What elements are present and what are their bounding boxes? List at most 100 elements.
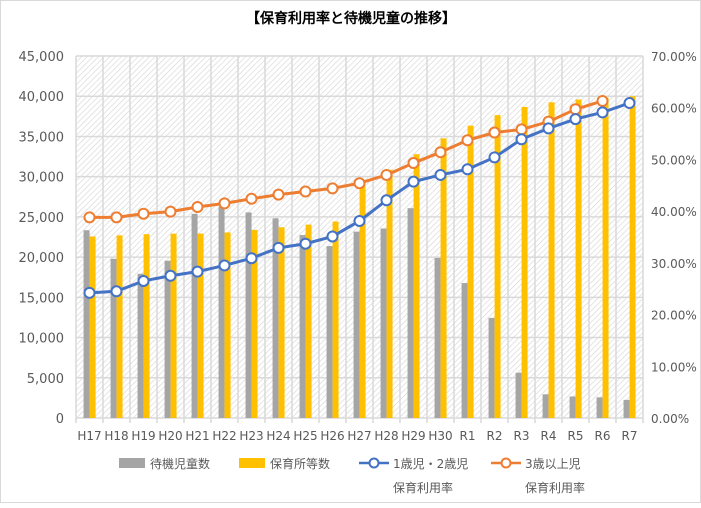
point-age12 <box>623 97 636 110</box>
left-tick-label: 25,000 <box>19 211 65 226</box>
x-tick-label: R7 <box>622 429 638 443</box>
bar-waiting <box>407 208 414 418</box>
bar-waiting <box>461 283 468 418</box>
left-tick-label: 5,000 <box>27 372 64 387</box>
bar-facilities <box>575 99 582 418</box>
point-age12 <box>272 241 285 254</box>
bar-facilities <box>386 169 393 418</box>
x-tick-label: H18 <box>104 429 128 443</box>
point-age12 <box>326 230 339 243</box>
x-tick-label: R1 <box>460 429 476 443</box>
bar-facilities <box>629 96 636 418</box>
point-age3plus <box>569 103 582 116</box>
point-age3plus <box>380 168 393 181</box>
bar-waiting <box>569 396 576 418</box>
x-tick-label: R4 <box>541 429 557 443</box>
point-age12 <box>83 286 96 299</box>
bar-facilities <box>602 97 609 418</box>
bar-waiting <box>110 258 117 418</box>
bar-facilities <box>305 224 312 418</box>
x-tick-label: R2 <box>487 429 503 443</box>
bar-waiting <box>326 246 333 418</box>
bar-facilities <box>548 102 555 418</box>
bar-facilities <box>359 186 366 418</box>
bar-facilities <box>521 106 528 418</box>
right-tick-label: 50.00% <box>651 153 697 167</box>
right-tick-label: 0.00% <box>651 412 689 426</box>
x-tick-label: H21 <box>185 429 209 443</box>
x-tick-label: H24 <box>266 429 290 443</box>
bar-waiting <box>434 257 441 418</box>
x-tick-label: H27 <box>347 429 371 443</box>
point-age3plus <box>353 177 366 190</box>
bar-facilities <box>332 221 339 418</box>
bar-waiting <box>218 206 225 418</box>
point-age3plus <box>110 211 123 224</box>
point-age3plus <box>515 123 528 136</box>
point-age12 <box>218 259 231 272</box>
point-age3plus <box>272 188 285 201</box>
bar-facilities <box>440 138 447 418</box>
point-age12 <box>110 285 123 298</box>
legend-swatch-waiting <box>119 458 145 468</box>
x-tick-label: H23 <box>239 429 263 443</box>
legend-label-age12-line2: 保育利用率 <box>393 480 453 495</box>
bar-waiting <box>380 228 387 418</box>
x-tick-label: R5 <box>568 429 584 443</box>
point-age3plus <box>83 211 96 224</box>
point-age3plus <box>461 134 474 147</box>
bar-facilities <box>494 115 501 418</box>
point-age12 <box>137 274 150 287</box>
bar-waiting <box>623 399 630 418</box>
point-age12 <box>299 237 312 250</box>
right-tick-label: 20.00% <box>651 309 697 323</box>
point-age12 <box>164 269 177 282</box>
point-age3plus <box>407 157 420 170</box>
point-age12 <box>434 168 447 181</box>
legend-label-facilities: 保育所等数 <box>270 456 330 471</box>
bar-facilities <box>197 233 204 418</box>
bar-waiting <box>83 230 90 418</box>
legend-label-age3plus-line2: 保育利用率 <box>525 480 585 495</box>
point-age3plus <box>326 182 339 195</box>
bar-facilities <box>89 236 96 418</box>
point-age3plus <box>191 201 204 214</box>
bar-waiting <box>272 218 279 418</box>
point-age12 <box>245 252 258 265</box>
point-age12 <box>488 151 501 164</box>
point-age12 <box>542 122 555 135</box>
legend-label-waiting: 待機児童数 <box>150 456 210 471</box>
x-tick-label: H29 <box>401 429 425 443</box>
left-tick-label: 45,000 <box>19 50 65 65</box>
legend-swatch-facilities <box>239 458 265 468</box>
bar-waiting <box>488 317 495 418</box>
right-tick-label: 70.00% <box>651 50 697 64</box>
right-tick-label: 10.00% <box>651 360 697 374</box>
point-age3plus <box>137 207 150 220</box>
x-tick-label: R6 <box>595 429 611 443</box>
point-age3plus <box>218 197 231 210</box>
x-tick-label: H17 <box>77 429 101 443</box>
legend: 待機児童数 保育所等数 1歳児・2歳児 保育利用率 3歳以上児 保育利用率 <box>119 456 585 495</box>
point-age3plus <box>488 126 501 139</box>
point-age12 <box>596 106 609 119</box>
x-tick-label: H22 <box>212 429 236 443</box>
right-tick-label: 30.00% <box>651 257 697 271</box>
point-age12 <box>407 175 420 188</box>
point-age3plus <box>299 185 312 198</box>
left-tick-label: 40,000 <box>19 90 65 105</box>
point-age12 <box>461 163 474 176</box>
bar-facilities <box>413 154 420 418</box>
legend-marker-age3plus <box>500 457 512 469</box>
bar-waiting <box>299 235 306 418</box>
bar-facilities <box>170 233 177 418</box>
legend-label-age12: 1歳児・2歳児 <box>393 457 468 471</box>
bar-waiting <box>515 372 522 418</box>
left-tick-label: 0 <box>56 412 64 427</box>
bar-waiting <box>137 273 144 418</box>
x-tick-label: H28 <box>374 429 398 443</box>
bar-waiting <box>164 260 171 418</box>
bar-facilities <box>278 227 285 418</box>
x-tick-label: H30 <box>428 429 452 443</box>
